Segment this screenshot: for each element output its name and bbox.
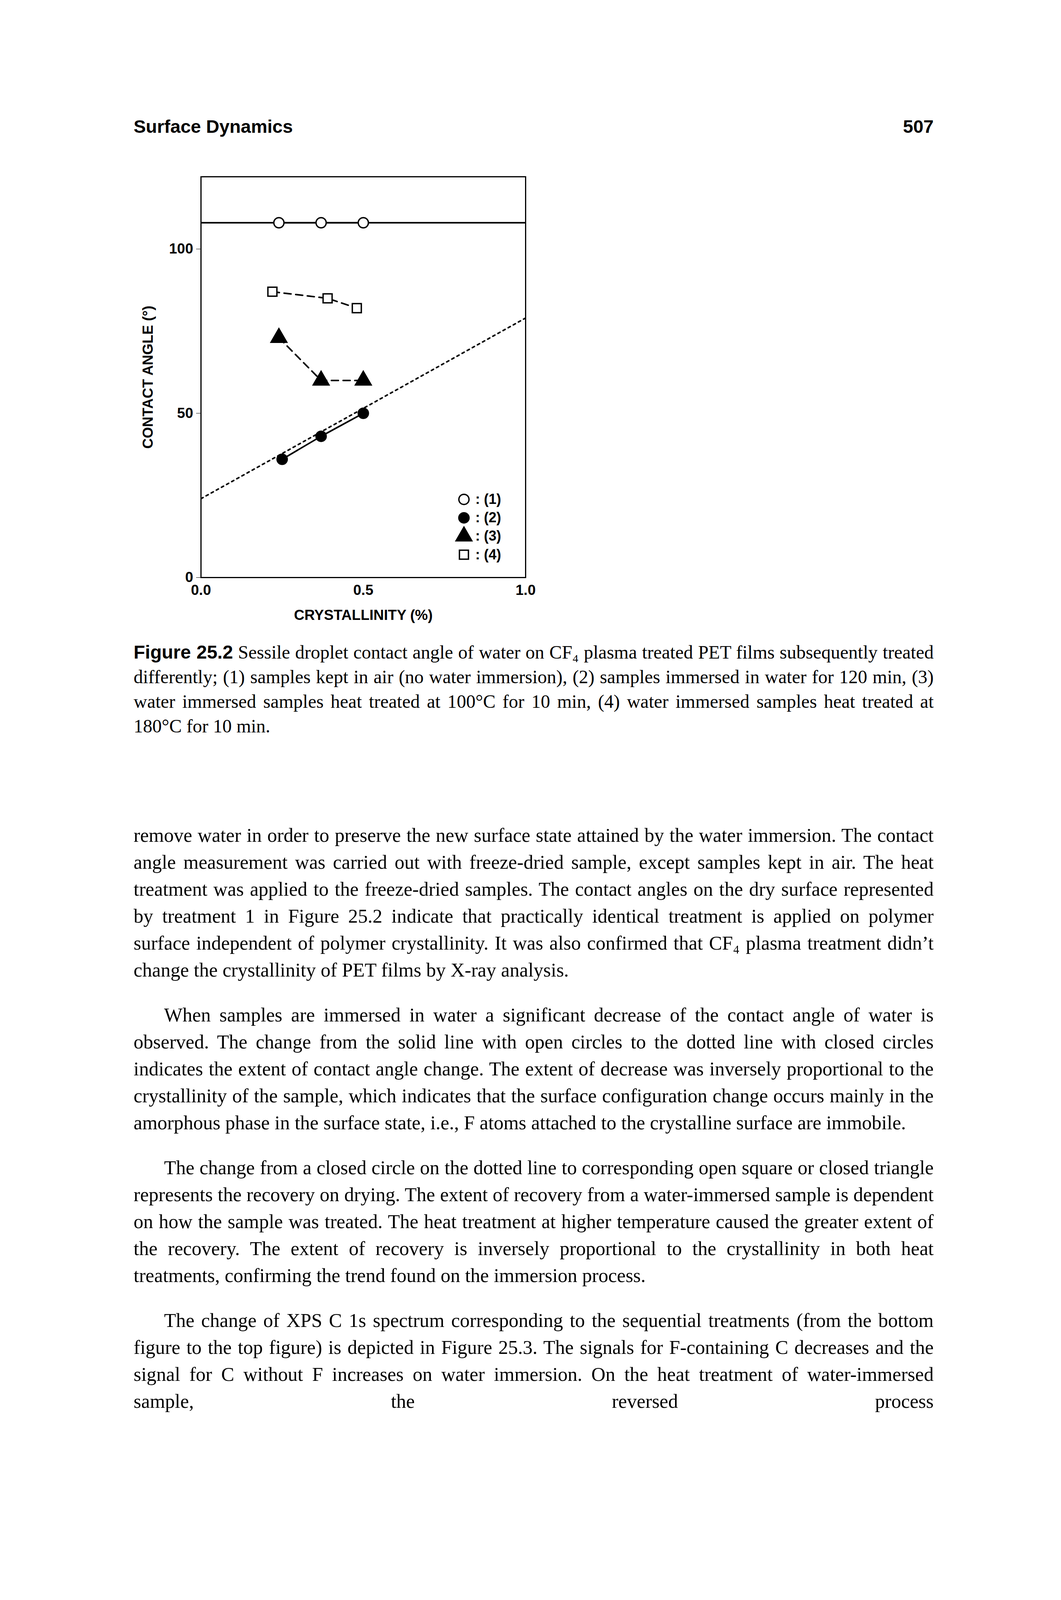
svg-text:0: 0 bbox=[185, 569, 194, 586]
svg-text:: (2): : (2) bbox=[475, 509, 502, 526]
svg-text:: (3): : (3) bbox=[475, 527, 502, 544]
svg-text:0.0: 0.0 bbox=[191, 582, 211, 599]
html-text:remove water in order to prese: remove water in order to preserve the ne… bbox=[133, 824, 934, 981]
html-text:When samples are immersed in w: When samples are immersed in water a sig… bbox=[133, 1003, 934, 1134]
html-text:The change from a closed circl: The change from a closed circle on the d… bbox=[133, 1156, 934, 1287]
svg-text:0.5: 0.5 bbox=[353, 582, 374, 599]
html-text:The change of XPS C 1s spectru: The change of XPS C 1s spectrum correspo… bbox=[133, 1309, 934, 1413]
html-text:Figure 25.2 Sessile droplet co: Figure 25.2 Sessile droplet contact angl… bbox=[133, 641, 934, 737]
svg-text:50: 50 bbox=[176, 405, 193, 422]
svg-text:CONTACT ANGLE (°): CONTACT ANGLE (°) bbox=[139, 305, 156, 449]
svg-text:CRYSTALLINITY (%): CRYSTALLINITY (%) bbox=[294, 607, 433, 624]
html-text:507: 507 bbox=[903, 116, 934, 137]
svg-text:: (4): : (4) bbox=[475, 546, 502, 563]
svg-text:100: 100 bbox=[169, 240, 194, 257]
html-text:Surface Dynamics: Surface Dynamics bbox=[133, 116, 293, 137]
svg-text:1.0: 1.0 bbox=[515, 582, 536, 599]
svg-text:: (1): : (1) bbox=[475, 491, 502, 508]
